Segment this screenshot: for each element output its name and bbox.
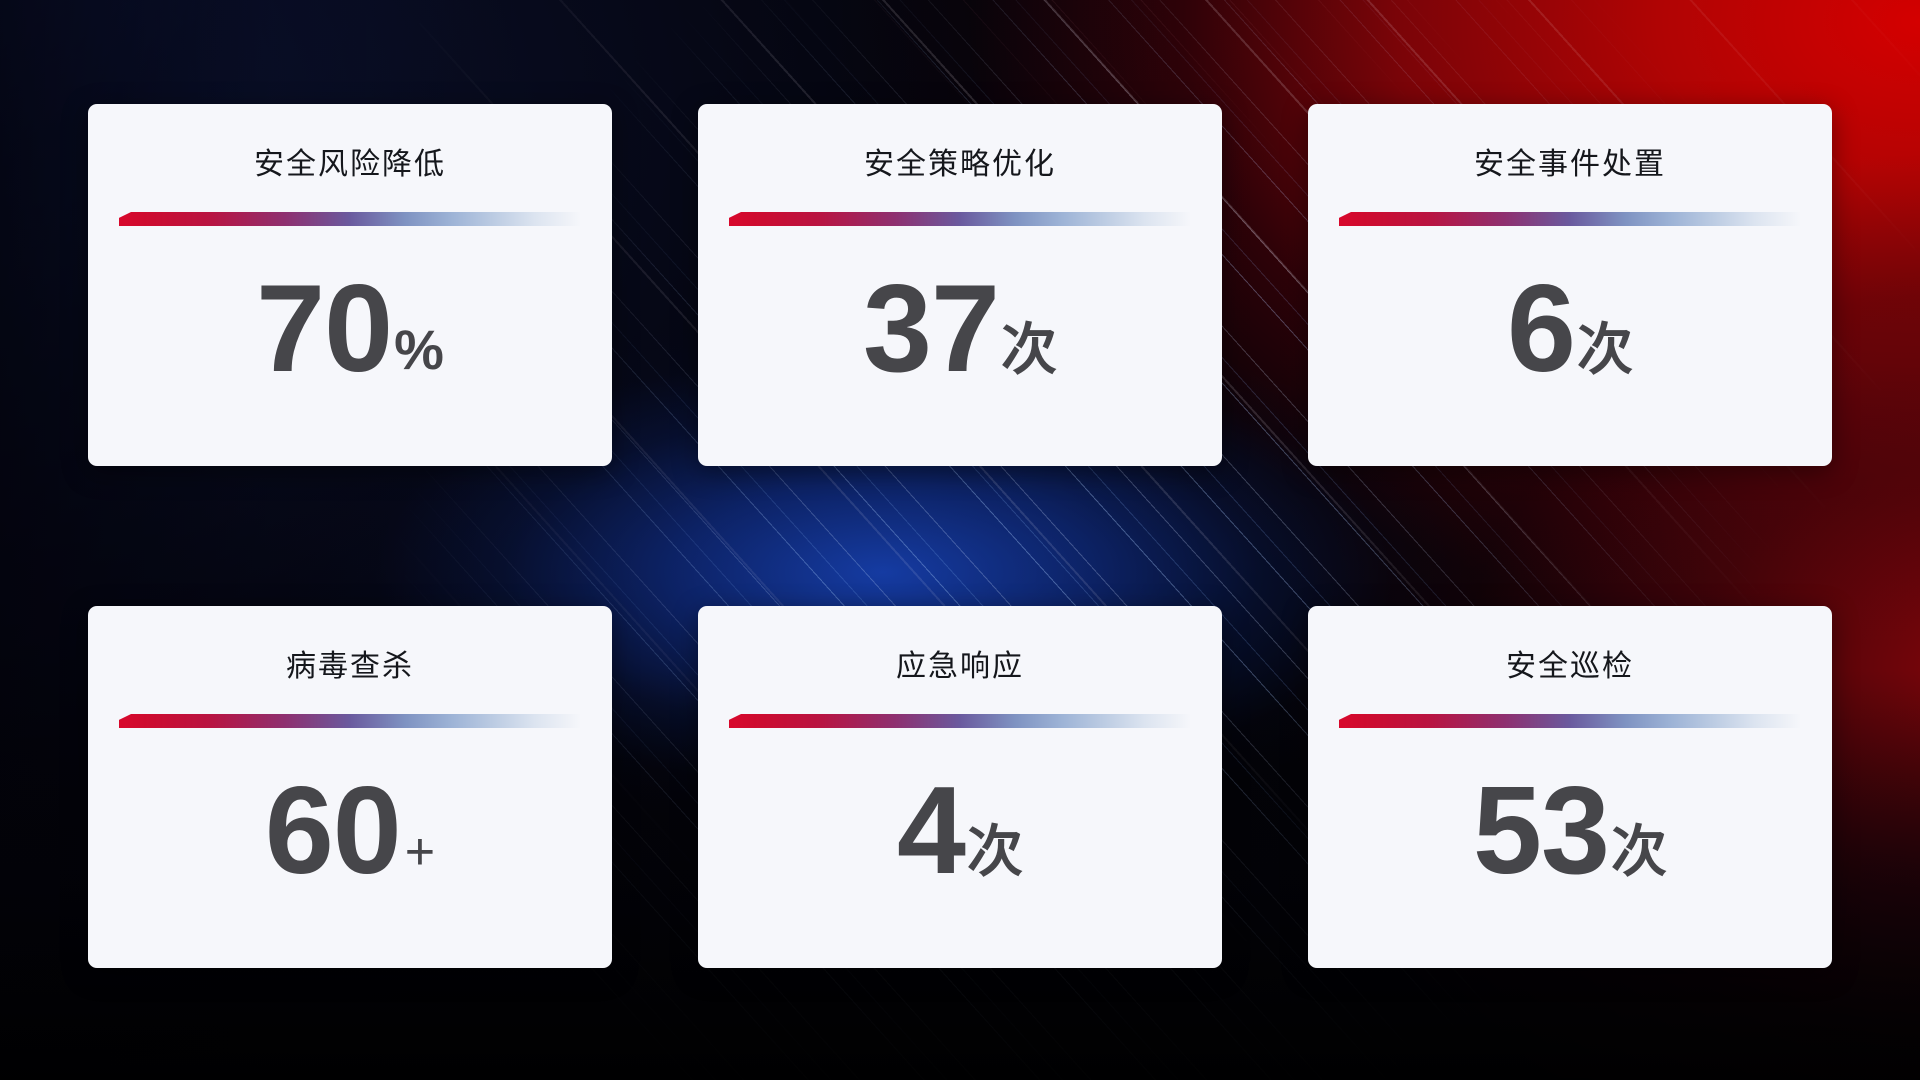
gradient-rule-fill	[1339, 212, 1801, 226]
metric-card-security-policy-optimization[interactable]: 安全策略优化 37 次	[698, 104, 1222, 466]
metric-value-unit: 次	[966, 820, 1023, 883]
metric-value-number: 60	[264, 762, 402, 900]
metric-card-gradient-rule	[119, 714, 581, 728]
metric-card-gradient-rule	[1339, 714, 1801, 728]
gradient-rule-fill	[119, 212, 581, 226]
metric-value-number: 70	[256, 260, 393, 398]
metric-value-number: 37	[863, 260, 1000, 398]
metric-card-title: 安全巡检	[1506, 650, 1634, 683]
metric-card-gradient-rule	[729, 714, 1191, 728]
metric-value-unit: 次	[1000, 318, 1057, 381]
metric-value-unit: 次	[1576, 318, 1633, 381]
metric-value-number: 4	[897, 762, 966, 900]
metric-card-security-incident-handling[interactable]: 安全事件处置 6 次	[1308, 104, 1832, 466]
metric-card-title: 安全风险降低	[254, 148, 446, 181]
metric-card-value: 53 次	[1308, 762, 1832, 968]
gradient-rule-fill	[119, 714, 581, 728]
metric-card-emergency-response[interactable]: 应急响应 4 次	[698, 606, 1222, 968]
metric-card-value: 60 +	[88, 762, 612, 968]
metric-card-gradient-rule	[1339, 212, 1801, 226]
metric-card-value: 37 次	[698, 260, 1222, 466]
metric-card-title: 安全事件处置	[1474, 148, 1666, 181]
gradient-rule-fill	[1339, 714, 1801, 728]
metric-value-number: 53	[1473, 762, 1610, 900]
metric-card-title: 安全策略优化	[864, 148, 1056, 181]
metric-card-value: 70%	[88, 260, 612, 466]
metric-card-security-risk-reduction[interactable]: 安全风险降低 70%	[88, 104, 612, 466]
metric-card-title: 病毒查杀	[286, 650, 414, 683]
gradient-rule-fill	[729, 212, 1191, 226]
gradient-rule-fill	[729, 714, 1191, 728]
metric-card-grid: 安全风险降低 70% 安全策略优化 37 次安全事件处置 6 次病毒查杀 60 + 应急响应 4 次安…	[88, 104, 1832, 968]
metric-value-unit: %	[394, 318, 444, 381]
metric-value-unit: 次	[1610, 820, 1667, 883]
metric-card-virus-scan-removal[interactable]: 病毒查杀 60 +	[88, 606, 612, 968]
metric-card-title: 应急响应	[896, 650, 1024, 683]
metric-value-unit: +	[404, 823, 436, 881]
metric-card-gradient-rule	[119, 212, 581, 226]
metric-card-security-inspection[interactable]: 安全巡检 53 次	[1308, 606, 1832, 968]
metric-card-gradient-rule	[729, 212, 1191, 226]
metric-value-number: 6	[1507, 260, 1576, 398]
